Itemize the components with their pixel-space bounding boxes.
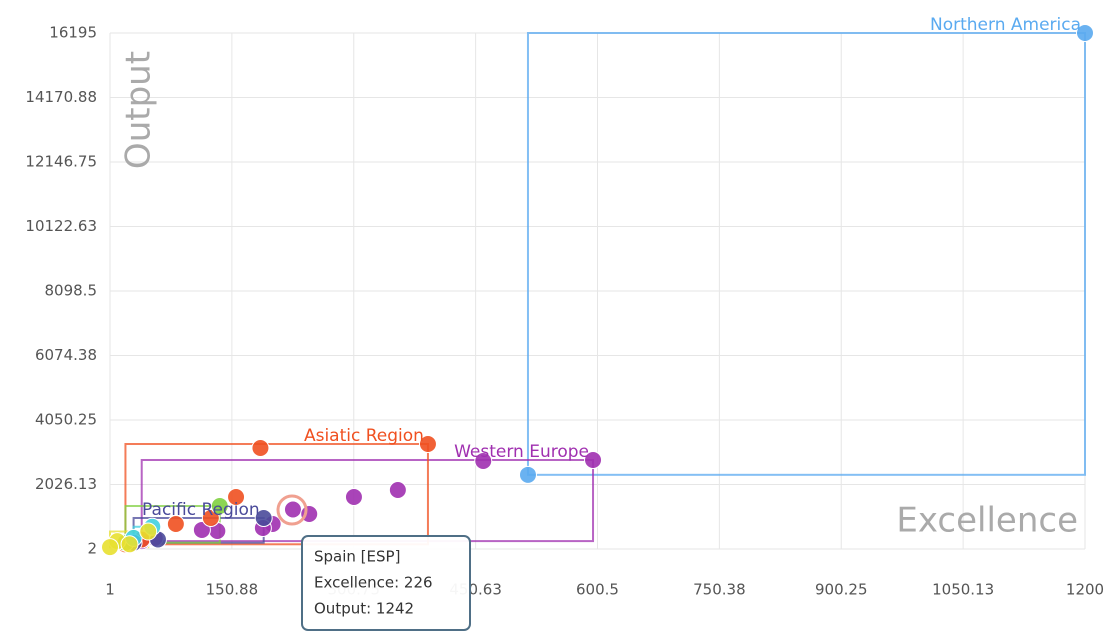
y-tick-label: 16195 (49, 24, 97, 42)
tooltip-box (301, 535, 471, 631)
point (283, 500, 302, 519)
point (474, 452, 493, 471)
point (120, 535, 139, 554)
y-axis-label: Output (119, 51, 159, 169)
region-label: Pacific Region (142, 500, 260, 520)
point (192, 520, 211, 539)
point (227, 487, 246, 506)
point (166, 515, 185, 534)
point (254, 508, 273, 527)
highlight-ring (276, 494, 308, 526)
region-label: Western Europe (454, 442, 589, 462)
point (518, 465, 537, 484)
x-tick-label: 1 (105, 581, 115, 599)
tooltip: Spain [ESP] Excellence: 226 Output: 1242 (301, 535, 471, 631)
region-box (526, 32, 1086, 476)
point (1076, 24, 1094, 42)
point (388, 481, 407, 500)
region-label: Northern America (930, 15, 1081, 35)
point (210, 497, 229, 516)
tooltip-line: Excellence: 226 (314, 574, 433, 592)
x-tick-label: 150.88 (206, 581, 259, 599)
y-tick-label: 12146.75 (25, 153, 97, 171)
point (201, 508, 220, 527)
tooltip-line: Output: 1242 (314, 600, 414, 618)
y-tick-label: 8098.5 (45, 282, 98, 300)
x-tick-label: 1200 (1066, 581, 1104, 599)
point (139, 522, 158, 541)
point (418, 435, 437, 454)
region-labels: Northern America Western Europe Asiatic Re… (142, 15, 1081, 520)
point (101, 538, 119, 557)
region-label: Asiatic Region (304, 426, 424, 446)
point (251, 439, 270, 458)
x-tick-label: 750.38 (693, 581, 746, 599)
y-tick-label: 14170.88 (25, 88, 97, 106)
x-tick-label: 900.25 (815, 581, 868, 599)
point (344, 487, 363, 506)
points (101, 24, 1094, 557)
x-tick-label: 600.5 (576, 581, 619, 599)
x-tick-label: 1050.13 (932, 581, 994, 599)
x-axis-label: Excellence (896, 501, 1078, 541)
point (584, 450, 603, 469)
y-tick-label: 4050.25 (35, 411, 97, 429)
region-box (124, 443, 429, 546)
y-tick-label: 2 (87, 540, 97, 558)
y-tick-label: 6074.38 (35, 346, 97, 364)
tooltip-title: Spain [ESP] (314, 548, 400, 566)
y-tick-label: 10122.63 (25, 217, 97, 235)
y-tick-label: 2026.13 (35, 475, 97, 493)
